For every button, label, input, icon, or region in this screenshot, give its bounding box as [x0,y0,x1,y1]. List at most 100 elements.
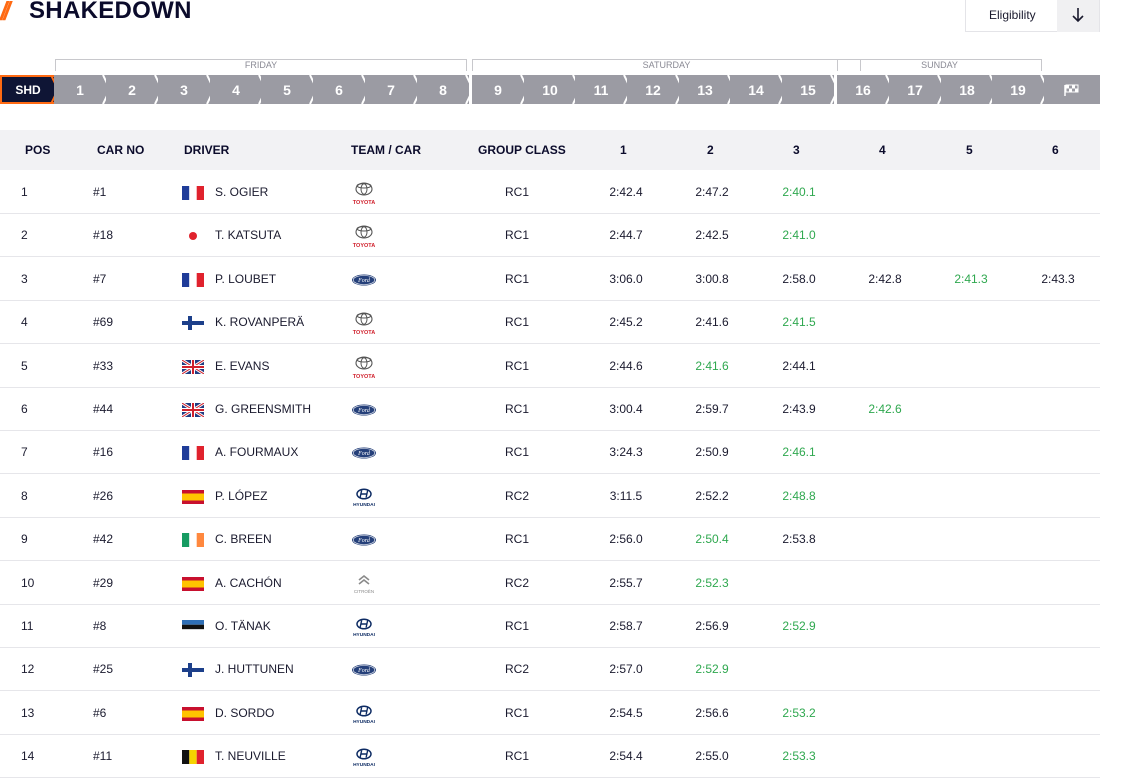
driver-name-cell: E. EVANS [215,358,270,373]
svg-text:HYUNDAI: HYUNDAI [353,632,376,638]
car-number-cell: #42 [93,532,114,547]
stage-tab-label: 7 [387,81,395,98]
stage-tab-label: 2 [128,81,136,98]
svg-text:Ford: Ford [357,278,371,284]
stage-tab-10[interactable]: 10 [524,75,576,104]
svg-text:HYUNDAI: HYUNDAI [353,762,376,768]
car-number-cell: #25 [93,662,114,677]
svg-text:TOYOTA: TOYOTA [353,374,375,380]
stage-tab-15[interactable]: 15 [782,75,834,104]
run-time-cell: 2:48.8 [782,488,816,503]
table-row[interactable]: 3 #7 P. LOUBET Ford RC1 3:06.0 3:00.8 2:58.0 2:4… [0,258,1100,301]
col-team-car: TEAM / CAR [351,143,421,157]
stage-tab-finish[interactable] [1044,75,1100,104]
svg-text:Ford: Ford [357,408,371,414]
run-time-cell: 3:00.4 [609,402,643,416]
stage-tab-8[interactable]: 8 [417,75,469,104]
table-row[interactable]: 14 #11 T. NEUVILLE HYUNDAI RC1 2:54.4 2:55.0 2:… [0,735,1100,779]
car-number-cell: #44 [93,402,114,416]
ireland-flag-icon [182,533,204,548]
run-time-cell: 2:40.1 [782,185,816,199]
stage-tab-6[interactable]: 6 [313,75,365,104]
toyota-logo-icon: TOYOTA [350,310,378,338]
driver-name-cell: D. SORDO [215,705,275,720]
position-cell: 9 [21,532,28,547]
table-row[interactable]: 1 #1 S. OGIER TOYOTA RC1 2:42.4 2:47.2 2:40.1 [0,171,1100,214]
run-time-cell: 2:47.2 [695,185,729,199]
table-row[interactable]: 11 #8 O. TÄNAK HYUNDAI RC1 2:58.7 2:56.9 2:52.9 [0,605,1100,648]
stage-tab-label: 15 [800,81,816,98]
table-row[interactable]: 12 #25 J. HUTTUNEN Ford RC2 2:57.0 2:52.9 [0,648,1100,692]
table-row[interactable]: 4 #69 K. ROVANPERÄ TOYOTA RC1 2:45.2 2:41.6 2:4… [0,301,1100,345]
spain-flag-icon [182,706,204,721]
run-time-cell: 2:41.5 [782,315,816,330]
run-time-cell: 2:58.7 [609,619,643,633]
ford-logo-icon: Ford [350,527,378,555]
stage-tab-label: 10 [542,81,558,98]
stage-tab-3[interactable]: 3 [158,75,210,104]
car-number-cell: #69 [93,315,114,330]
stage-tab-11[interactable]: 11 [575,75,627,104]
run-time-cell: 2:52.9 [782,619,816,633]
stage-tab-7[interactable]: 7 [365,75,417,104]
table-row[interactable]: 7 #16 A. FOURMAUX Ford RC1 3:24.3 2:50.9 2:46.1 [0,431,1100,475]
stage-tab-label: 16 [855,81,871,98]
page-title: SHAKEDOWN [29,0,192,24]
table-row[interactable]: 8 #26 P. LÓPEZ HYUNDAI RC2 3:11.5 2:52.2 2:48.8 [0,475,1100,518]
results-table-header: POS CAR NO DRIVER TEAM / CAR GROUP CLASS… [0,130,1100,170]
hyundai-logo-icon: HYUNDAI [350,744,378,772]
run-time-cell: 2:42.5 [695,228,729,243]
run-time-cell: 2:45.2 [609,315,643,330]
stage-tab-5[interactable]: 5 [261,75,313,104]
position-cell: 7 [21,445,28,460]
stage-tab-2[interactable]: 2 [106,75,158,104]
table-row[interactable]: 10 #29 A. CACHÓN CITROËN RC2 2:55.7 2:52.3 [0,562,1100,605]
stage-tab-label: 8 [439,81,447,98]
stage-tab-label: 5 [283,81,291,98]
toyota-logo-icon: TOYOTA [350,223,378,251]
stage-tab-label: 18 [959,81,975,98]
checkered-flag-icon [1064,84,1079,96]
stage-tab-9[interactable]: 9 [472,75,524,104]
driver-name-cell: G. GREENSMITH [215,402,312,416]
stage-tab-13[interactable]: 13 [679,75,731,104]
col-run-3: 3 [793,143,800,157]
arrow-down-icon[interactable] [1057,0,1099,32]
position-cell: 3 [21,271,28,286]
stage-tab-12[interactable]: 12 [627,75,679,104]
position-cell: 10 [21,575,35,590]
table-row[interactable]: 6 #44 G. GREENSMITH Ford RC1 3:00.4 2:59.7 2:43… [0,388,1100,431]
stage-tab-label: 11 [593,81,609,98]
position-cell: 14 [21,749,35,764]
group-class-cell: RC1 [505,402,530,416]
table-row[interactable]: 9 #42 C. BREEN Ford RC1 2:56.0 2:50.4 2:53.8 [0,518,1100,562]
col-pos: POS [25,143,51,157]
svg-text:HYUNDAI: HYUNDAI [353,719,376,725]
brand-slash-icon: // [0,0,11,26]
stage-tab-19[interactable]: 19 [992,75,1044,104]
stage-tab-18[interactable]: 18 [941,75,993,104]
ford-logo-icon: Ford [350,440,378,468]
run-time-cell: 2:42.4 [609,185,643,199]
group-class-cell: RC1 [505,271,530,286]
stage-tab-16[interactable]: 16 [837,75,889,104]
eligibility-filter[interactable]: Eligibility [965,0,1100,32]
stage-tab-4[interactable]: 4 [210,75,262,104]
table-row[interactable]: 5 #33 E. EVANS TOYOTA RC1 2:44.6 2:41.6 2:44.1 [0,345,1100,388]
stage-tab-label: 6 [335,81,343,98]
driver-name-cell: O. TÄNAK [215,619,271,633]
table-row[interactable]: 2 #18 T. KATSUTA TOYOTA RC1 2:44.7 2:42.5 2:41.… [0,214,1100,258]
stage-tab-17[interactable]: 17 [889,75,941,104]
driver-name-cell: S. OGIER [215,185,269,199]
driver-name-cell: P. LOUBET [215,271,277,286]
run-time-cell: 2:55.7 [609,575,643,590]
eligibility-label: Eligibility [989,8,1036,22]
uk-flag-icon [181,358,205,375]
run-time-cell: 2:43.9 [782,402,816,416]
car-number-cell: #16 [93,445,114,460]
stage-tab-1[interactable]: 1 [54,75,106,104]
table-row[interactable]: 13 #6 D. SORDO HYUNDAI RC1 2:54.5 2:56.6 2:53.2 [0,692,1100,735]
stage-tab-14[interactable]: 14 [730,75,782,104]
stage-tab-shakedown[interactable]: SHD [0,75,54,104]
run-time-cell: 2:55.0 [695,749,729,764]
